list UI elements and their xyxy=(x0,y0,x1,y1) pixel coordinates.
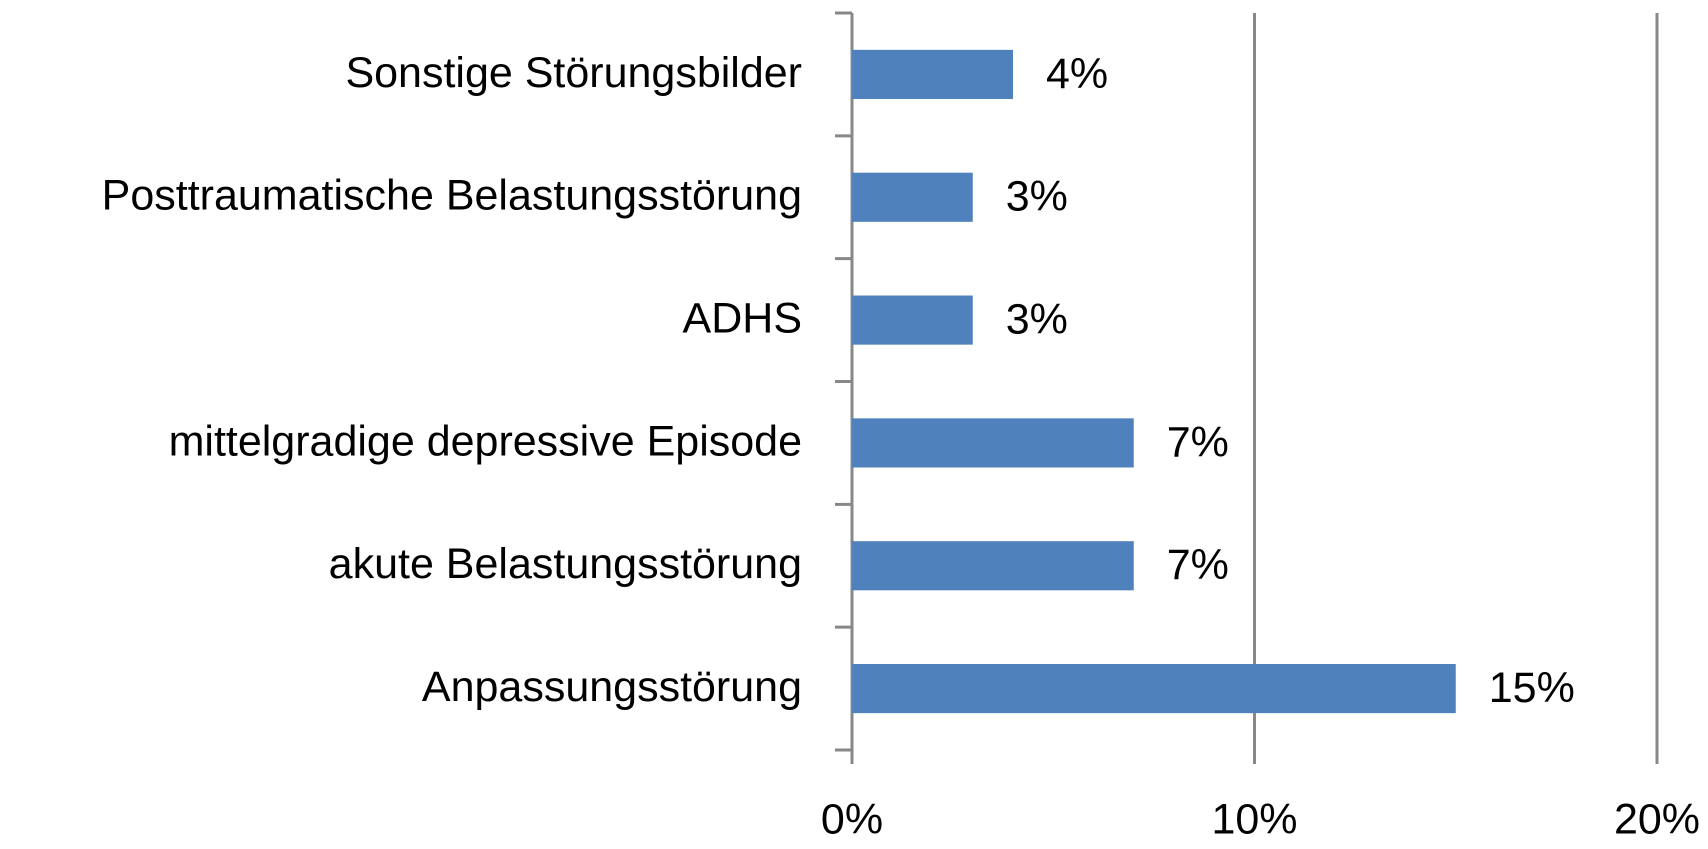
x-tick-label: 20% xyxy=(1614,795,1700,843)
y-tick-label: Sonstige Störungsbilder xyxy=(345,49,802,97)
data-label: 4% xyxy=(1046,50,1108,98)
bar xyxy=(852,541,1134,591)
x-tick-label: 10% xyxy=(1211,795,1297,843)
y-tick-label: Anpassungsstörung xyxy=(422,663,802,711)
y-tick-label: mittelgradige depressive Episode xyxy=(169,417,802,465)
data-label: 3% xyxy=(1006,173,1068,221)
bar xyxy=(852,172,973,222)
y-tick-label: akute Belastungsstörung xyxy=(329,540,802,588)
bar xyxy=(852,49,1013,99)
bar xyxy=(852,418,1134,468)
data-label: 7% xyxy=(1167,541,1229,589)
y-tick-label: Posttraumatische Belastungsstörung xyxy=(102,172,802,220)
data-label: 3% xyxy=(1006,295,1068,343)
y-tick-label: ADHS xyxy=(683,294,802,342)
bar xyxy=(852,295,973,345)
bar xyxy=(852,664,1456,714)
data-label: 15% xyxy=(1489,664,1575,712)
x-tick-label: 0% xyxy=(821,795,883,843)
data-label: 7% xyxy=(1167,418,1229,466)
